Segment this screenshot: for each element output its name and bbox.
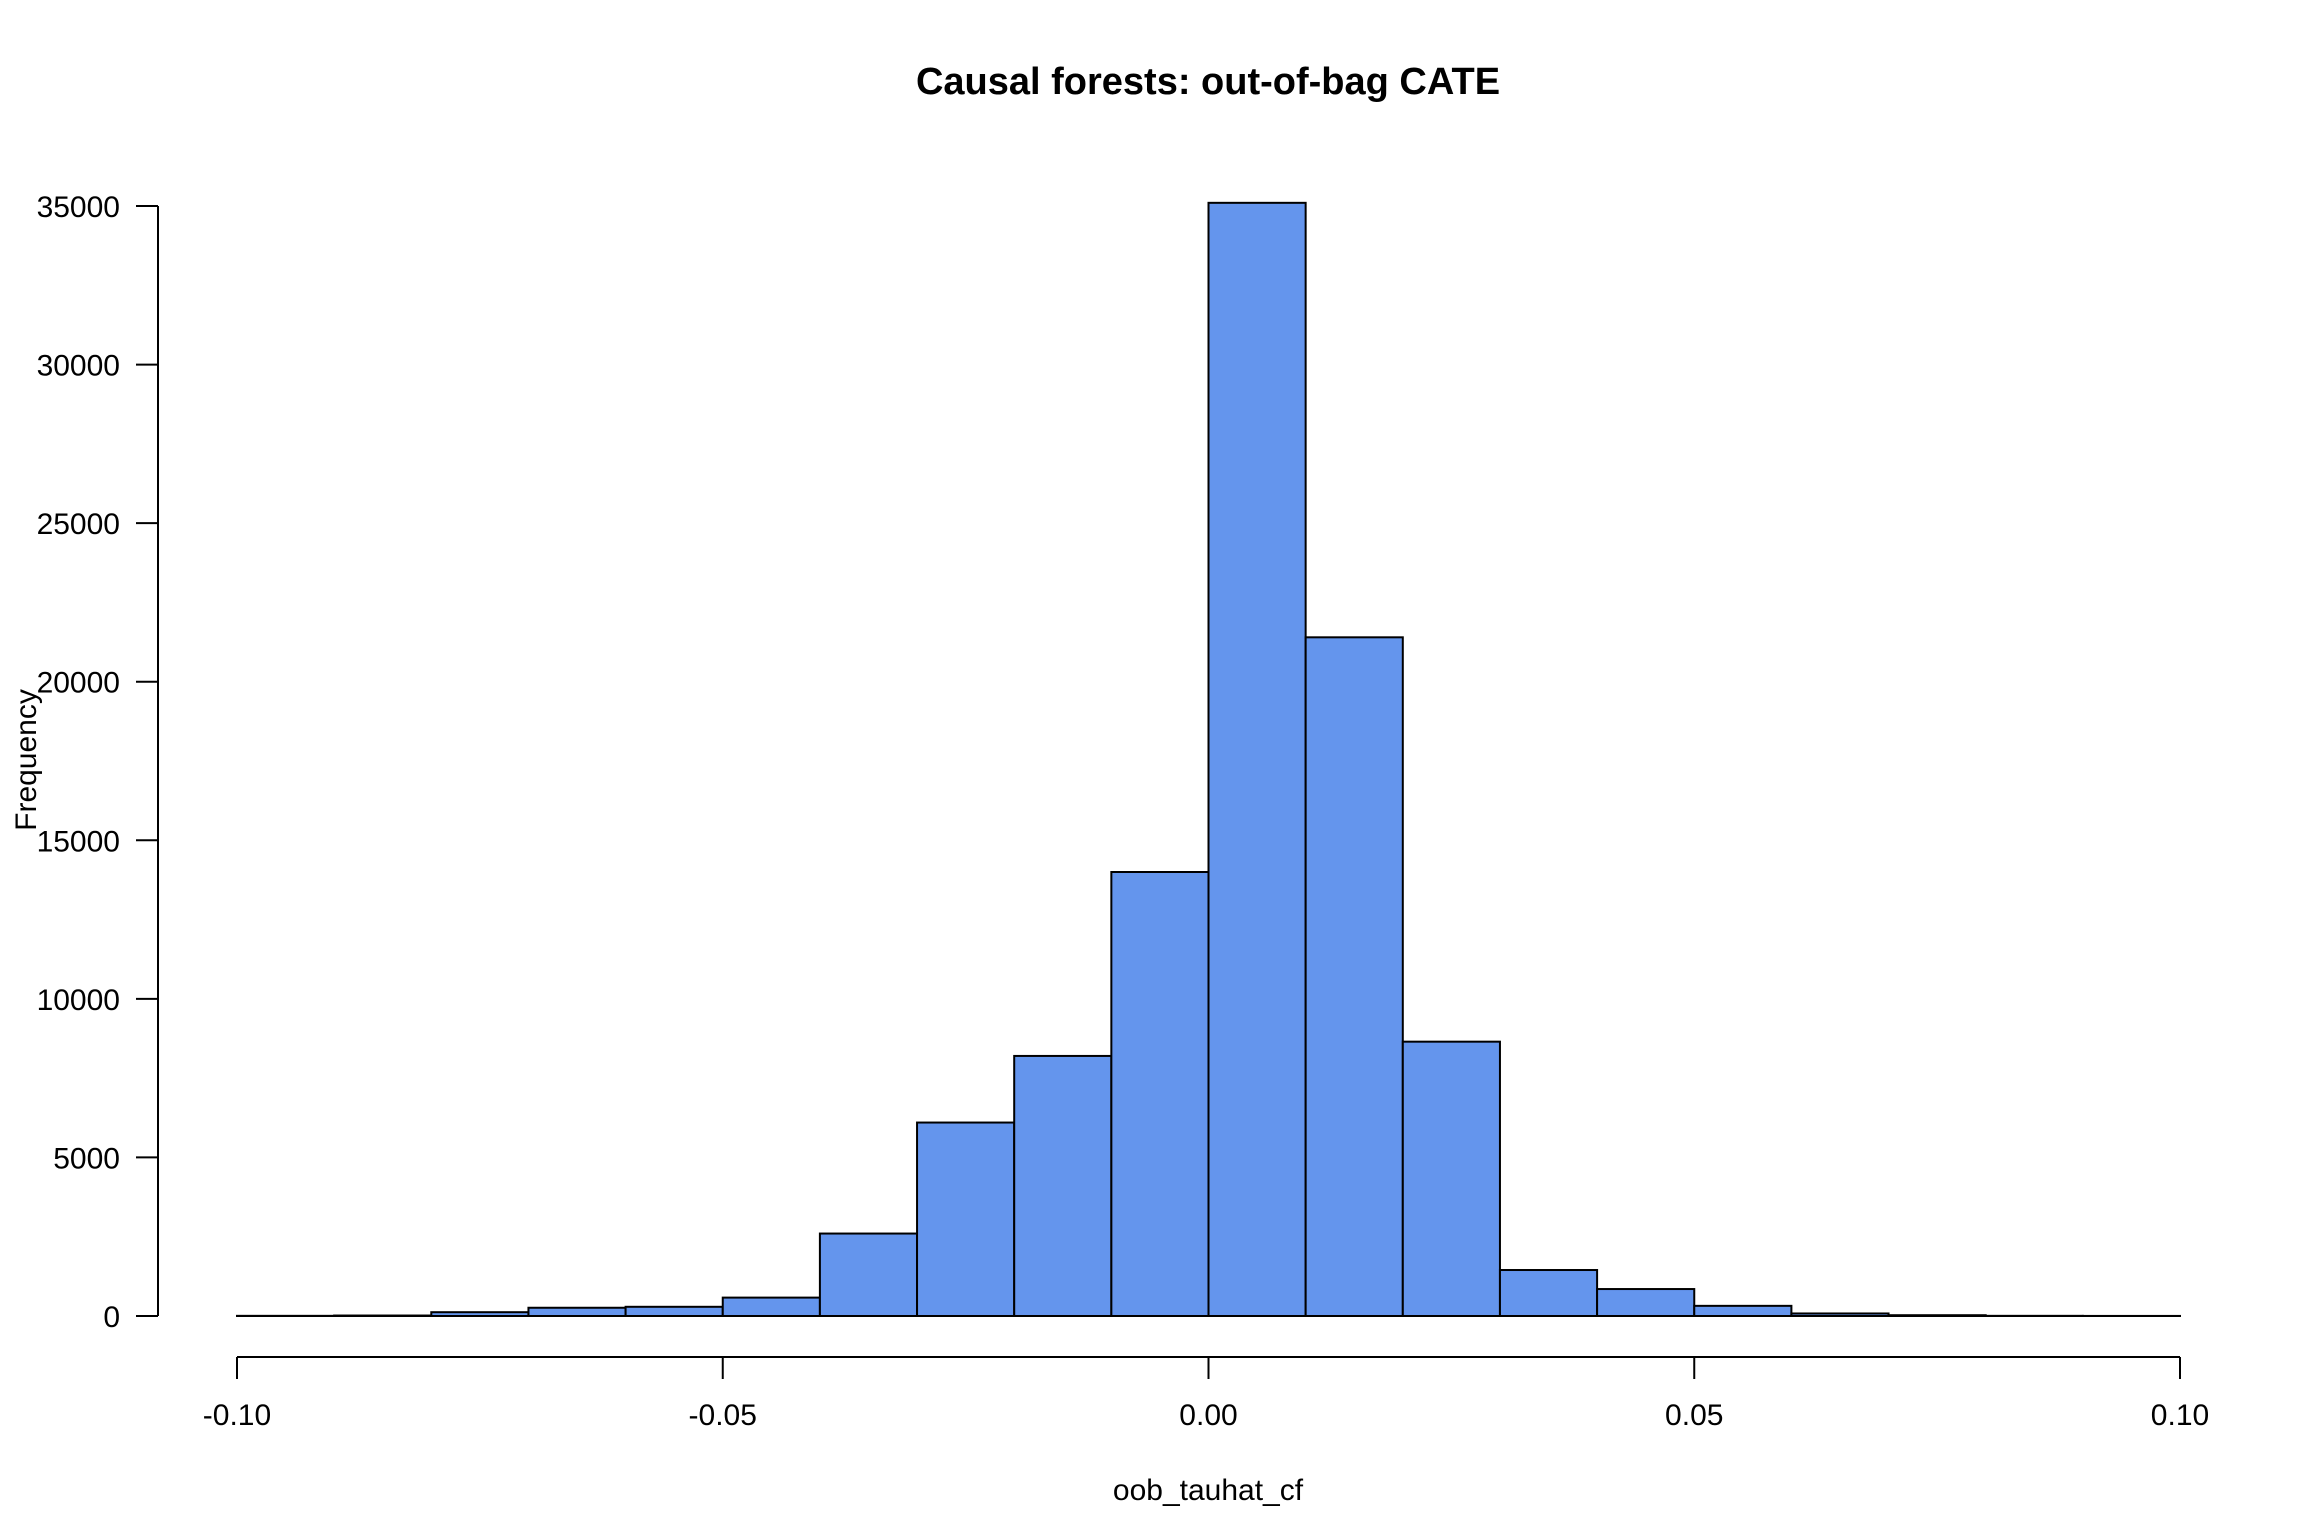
histogram-bar-12 [1401,1040,1501,1317]
chart-title: Causal forests: out-of-bag CATE [916,61,1500,103]
y-tick-label-2: 10000 [37,984,120,1017]
y-tick-label-7: 35000 [37,191,120,224]
y-tick-label-4: 20000 [37,667,120,700]
y-tick-label-5: 25000 [37,508,120,541]
x-tick-label-4: 0.10 [2151,1399,2209,1432]
y-tick-label-1: 5000 [53,1142,120,1175]
y-tick-label-6: 30000 [37,350,120,383]
histogram-bar-5 [721,1296,821,1317]
y-ticks: 0 5000 10000 15000 20000 25000 30000 35000 [37,191,158,1334]
histogram-bar-3 [527,1306,627,1317]
histogram-bar-8 [1013,1054,1113,1317]
histogram-bar-4 [624,1305,724,1317]
x-axis-label: oob_tauhat_cf [1113,1474,1304,1507]
histogram-bar-15 [1693,1304,1793,1318]
histogram-bars [236,201,2182,1318]
y-axis-label: Frequency [10,689,43,831]
histogram-bar-7 [916,1121,1016,1317]
histogram-bar-13 [1498,1269,1599,1317]
histogram-bar-17 [1887,1314,1987,1318]
x-tick-label-1: -0.05 [689,1399,757,1432]
x-tick-label-0: -0.10 [203,1399,271,1432]
histogram-bar-14 [1596,1288,1696,1317]
x-tick-label-3: 0.05 [1665,1399,1723,1432]
x-tick-label-2: 0.00 [1179,1399,1237,1432]
histogram-bar-2 [430,1311,530,1318]
histogram-bar-16 [1790,1312,1890,1318]
histogram-bar-10 [1207,201,1307,1317]
histogram-bar-9 [1110,871,1210,1317]
x-ticks: -0.10 -0.05 0.00 0.05 0.10 [203,1357,2209,1432]
histogram-bar-11 [1304,636,1404,1317]
histogram-bar-6 [818,1232,919,1317]
y-tick-label-3: 15000 [37,825,120,858]
y-tick-label-0: 0 [103,1301,120,1334]
